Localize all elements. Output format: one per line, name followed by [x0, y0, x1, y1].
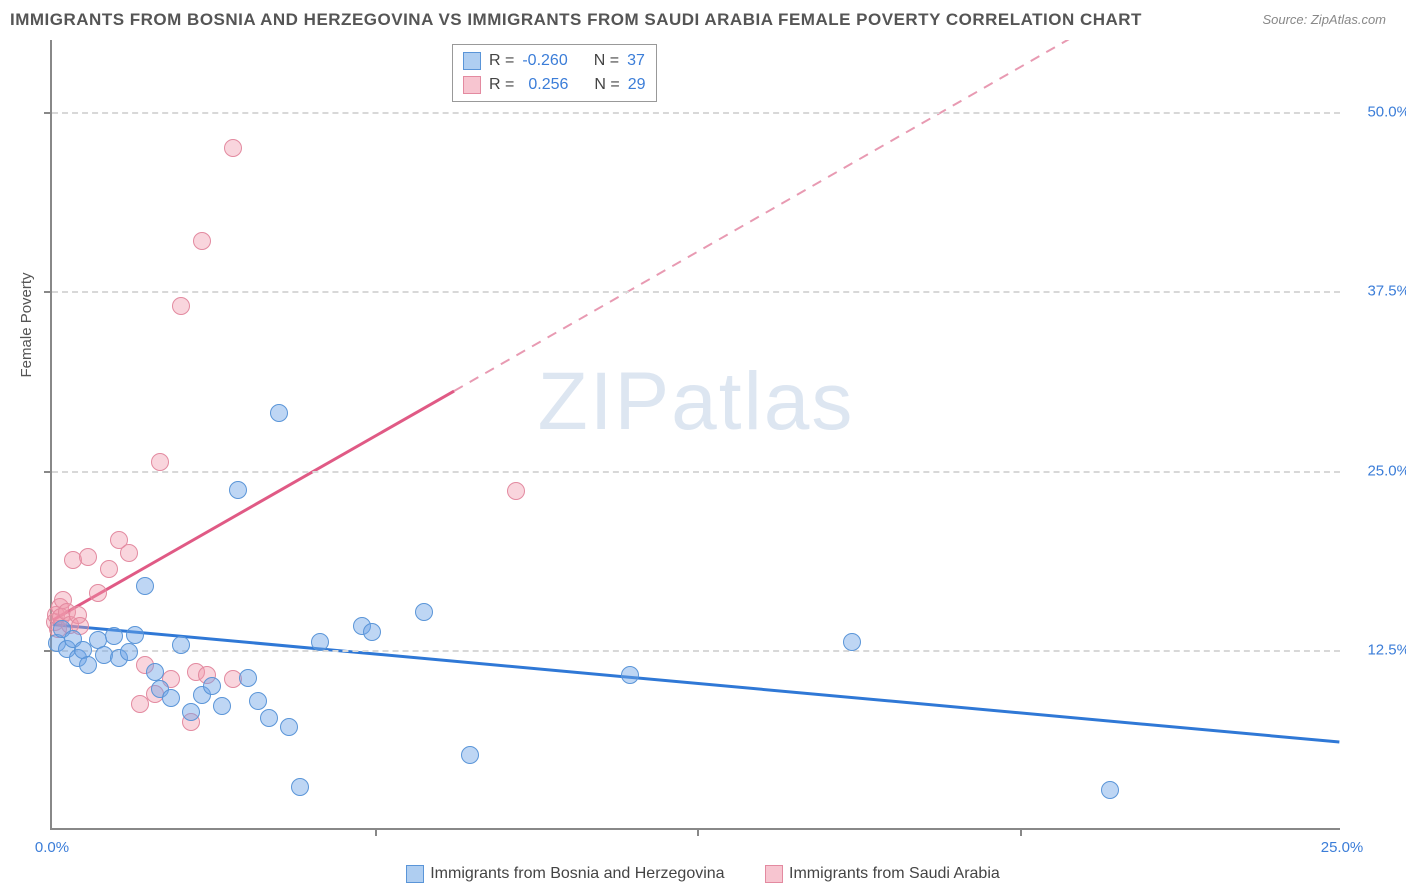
x-minor-tick — [375, 828, 377, 836]
data-point — [126, 626, 144, 644]
data-point — [843, 633, 861, 651]
trend-lines-layer — [52, 40, 1340, 828]
data-point — [105, 627, 123, 645]
data-point — [280, 718, 298, 736]
pink-n-value: 29 — [628, 73, 646, 97]
data-point — [100, 560, 118, 578]
data-point — [120, 544, 138, 562]
data-point — [136, 577, 154, 595]
stat-row-pink: R = 0.256 N = 29 — [463, 73, 646, 97]
blue-n-value: 37 — [627, 49, 645, 73]
swatch-pink — [463, 76, 481, 94]
watermark: ZIPatlas — [538, 355, 855, 449]
r-label: R = — [489, 73, 514, 97]
data-point — [172, 297, 190, 315]
r-label: R = — [489, 49, 514, 73]
bottom-legend: Immigrants from Bosnia and Herzegovina I… — [0, 865, 1406, 888]
blue-r-value: -0.260 — [522, 49, 567, 73]
data-point — [507, 482, 525, 500]
data-point — [193, 232, 211, 250]
y-tick-label: 12.5% — [1350, 642, 1406, 659]
x-tick-label: 25.0% — [1321, 839, 1364, 856]
data-point — [79, 548, 97, 566]
gridline-h — [52, 291, 1340, 293]
y-tick-mark — [44, 112, 52, 114]
legend-item-blue: Immigrants from Bosnia and Herzegovina — [406, 865, 724, 883]
data-point — [239, 669, 257, 687]
stat-row-blue: R = -0.260 N = 37 — [463, 49, 646, 73]
swatch-blue — [406, 865, 424, 883]
data-point — [229, 481, 247, 499]
gridline-h — [52, 471, 1340, 473]
chart-title: IMMIGRANTS FROM BOSNIA AND HERZEGOVINA V… — [10, 10, 1142, 30]
data-point — [89, 584, 107, 602]
x-minor-tick — [1020, 828, 1022, 836]
data-point — [363, 623, 381, 641]
data-point — [249, 692, 267, 710]
y-tick-label: 37.5% — [1350, 283, 1406, 300]
legend-pink-label: Immigrants from Saudi Arabia — [789, 865, 1000, 883]
legend-blue-label: Immigrants from Bosnia and Herzegovina — [430, 865, 724, 883]
x-minor-tick — [697, 828, 699, 836]
data-point — [291, 778, 309, 796]
source-label: Source: ZipAtlas.com — [1262, 12, 1386, 27]
data-point — [1101, 781, 1119, 799]
data-point — [203, 677, 221, 695]
data-point — [213, 697, 231, 715]
data-point — [270, 404, 288, 422]
data-point — [162, 689, 180, 707]
trend-line — [53, 391, 454, 620]
data-point — [79, 656, 97, 674]
y-tick-label: 50.0% — [1350, 103, 1406, 120]
y-tick-mark — [44, 650, 52, 652]
data-point — [146, 663, 164, 681]
swatch-pink — [765, 865, 783, 883]
data-point — [311, 633, 329, 651]
gridline-h — [52, 112, 1340, 114]
data-point — [461, 746, 479, 764]
swatch-blue — [463, 52, 481, 70]
data-point — [621, 666, 639, 684]
plot-area: ZIPatlas R = -0.260 N = 37 R = 0.256 N =… — [50, 40, 1340, 830]
y-tick-mark — [44, 471, 52, 473]
watermark-thin: atlas — [671, 356, 854, 447]
data-point — [172, 636, 190, 654]
watermark-bold: ZIP — [538, 356, 672, 447]
data-point — [151, 453, 169, 471]
y-axis-label: Female Poverty — [18, 272, 35, 377]
data-point — [224, 139, 242, 157]
n-label: N = — [594, 73, 619, 97]
data-point — [120, 643, 138, 661]
gridline-h — [52, 650, 1340, 652]
pink-r-value: 0.256 — [528, 73, 568, 97]
x-tick-label: 0.0% — [35, 839, 69, 856]
n-label: N = — [594, 49, 619, 73]
data-point — [415, 603, 433, 621]
y-tick-mark — [44, 291, 52, 293]
data-point — [182, 703, 200, 721]
legend-item-pink: Immigrants from Saudi Arabia — [765, 865, 1000, 883]
data-point — [260, 709, 278, 727]
y-tick-label: 25.0% — [1350, 462, 1406, 479]
stat-box: R = -0.260 N = 37 R = 0.256 N = 29 — [452, 44, 657, 102]
